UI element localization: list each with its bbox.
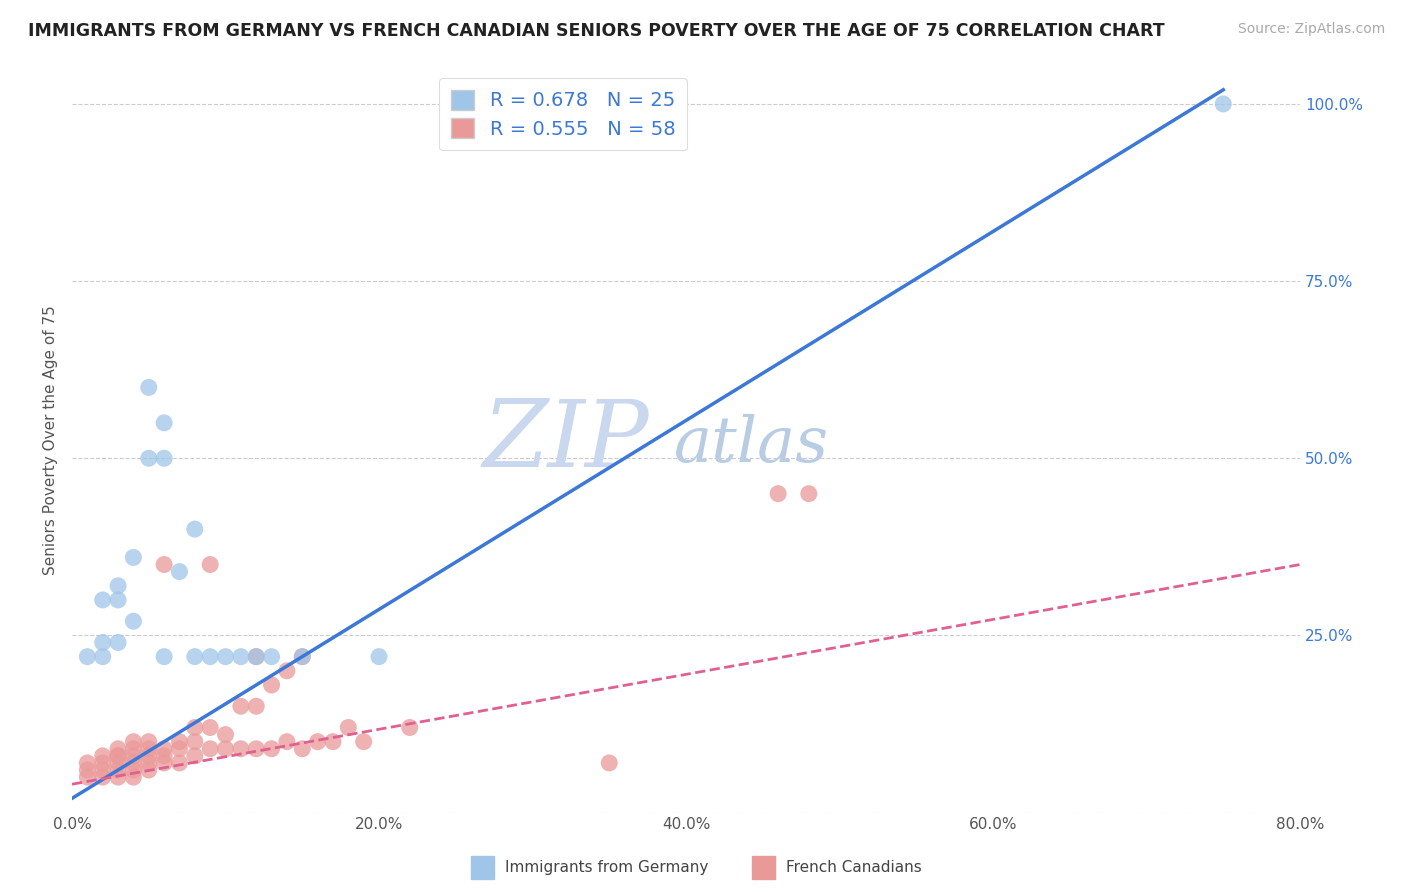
Point <box>766 486 789 500</box>
Point <box>122 763 145 777</box>
Y-axis label: Seniors Poverty Over the Age of 75: Seniors Poverty Over the Age of 75 <box>44 306 58 575</box>
Point <box>153 756 176 770</box>
Point <box>260 678 283 692</box>
Point <box>107 756 129 770</box>
Legend: R = 0.678   N = 25, R = 0.555   N = 58: R = 0.678 N = 25, R = 0.555 N = 58 <box>439 78 688 151</box>
Point <box>91 763 114 777</box>
Point <box>245 699 267 714</box>
Point <box>138 380 160 394</box>
Point <box>153 416 176 430</box>
Point <box>122 614 145 628</box>
Text: ZIP: ZIP <box>482 395 650 485</box>
Text: Source: ZipAtlas.com: Source: ZipAtlas.com <box>1237 22 1385 37</box>
Point <box>276 734 298 748</box>
Point <box>214 728 236 742</box>
Point <box>797 486 820 500</box>
Point <box>169 734 191 748</box>
Point <box>198 649 221 664</box>
Point <box>291 649 314 664</box>
Text: atlas: atlas <box>673 414 828 475</box>
Point <box>322 734 344 748</box>
Point <box>214 649 236 664</box>
Point <box>198 558 221 572</box>
Point <box>107 748 129 763</box>
Point <box>122 748 145 763</box>
Point <box>91 593 114 607</box>
Point <box>169 756 191 770</box>
Point <box>184 748 207 763</box>
Point <box>91 635 114 649</box>
Point <box>198 721 221 735</box>
Point <box>184 649 207 664</box>
Point <box>138 451 160 466</box>
Point <box>198 741 221 756</box>
Point <box>291 649 314 664</box>
Point <box>337 721 360 735</box>
Point <box>107 635 129 649</box>
Point <box>91 649 114 664</box>
Point <box>245 649 267 664</box>
Point <box>153 741 176 756</box>
Point <box>122 756 145 770</box>
Point <box>107 579 129 593</box>
Point <box>153 748 176 763</box>
Point <box>184 734 207 748</box>
Point <box>107 763 129 777</box>
Point <box>229 741 252 756</box>
Point <box>229 699 252 714</box>
Point <box>138 756 160 770</box>
Text: French Canadians: French Canadians <box>786 861 922 875</box>
Point <box>122 741 145 756</box>
Point <box>368 649 391 664</box>
Point <box>76 649 98 664</box>
Point <box>184 721 207 735</box>
Point <box>91 756 114 770</box>
Point <box>245 741 267 756</box>
Point <box>107 593 129 607</box>
Point <box>245 649 267 664</box>
Point <box>307 734 329 748</box>
Point <box>229 649 252 664</box>
Point <box>291 741 314 756</box>
Point <box>153 558 176 572</box>
Point <box>76 756 98 770</box>
Point <box>107 741 129 756</box>
Text: IMMIGRANTS FROM GERMANY VS FRENCH CANADIAN SENIORS POVERTY OVER THE AGE OF 75 CO: IMMIGRANTS FROM GERMANY VS FRENCH CANADI… <box>28 22 1164 40</box>
Point <box>353 734 375 748</box>
Point <box>76 770 98 784</box>
Point <box>138 748 160 763</box>
Point <box>122 550 145 565</box>
Point <box>122 770 145 784</box>
Point <box>598 756 620 770</box>
Point <box>260 649 283 664</box>
Point <box>76 763 98 777</box>
Text: Immigrants from Germany: Immigrants from Germany <box>505 861 709 875</box>
Point <box>138 763 160 777</box>
Point <box>122 734 145 748</box>
Point <box>276 664 298 678</box>
Point <box>260 741 283 756</box>
Point <box>169 565 191 579</box>
Point <box>107 748 129 763</box>
Point <box>169 741 191 756</box>
Point <box>107 770 129 784</box>
Point <box>138 734 160 748</box>
Point <box>214 741 236 756</box>
Point <box>91 770 114 784</box>
Point <box>1212 97 1234 112</box>
Point <box>153 649 176 664</box>
Point <box>398 721 420 735</box>
Point <box>184 522 207 536</box>
Point <box>138 741 160 756</box>
Point <box>153 451 176 466</box>
Point <box>91 748 114 763</box>
